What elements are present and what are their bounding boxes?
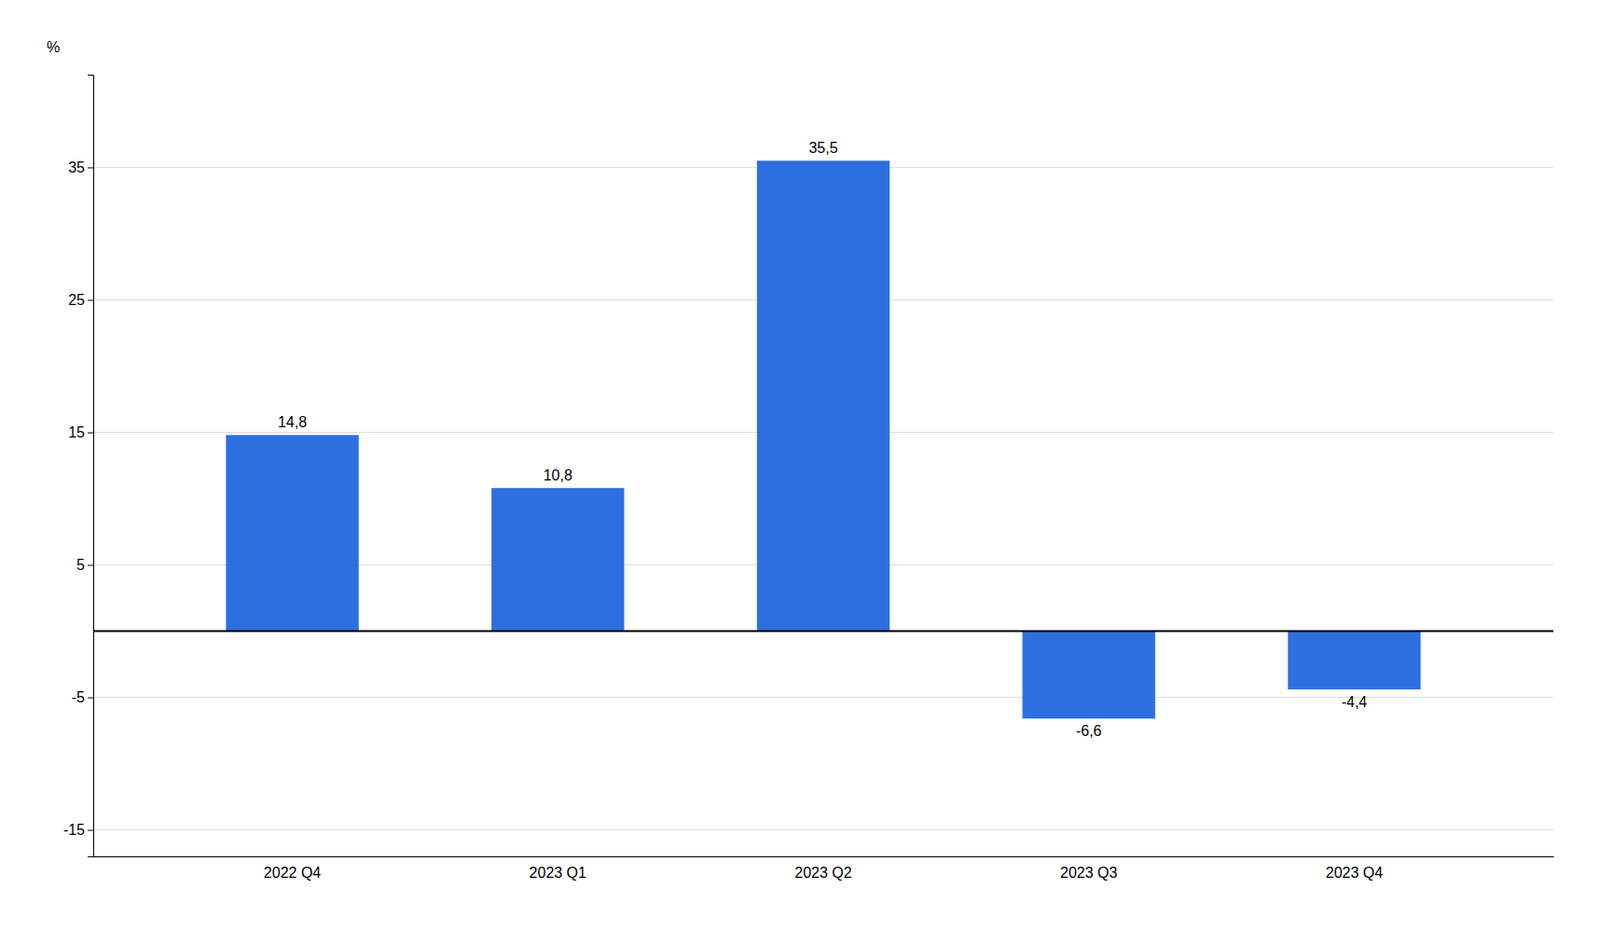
y-tick-label: -5 — [71, 689, 85, 705]
y-tick-mark — [87, 299, 94, 301]
x-tick-label: 2023 Q2 — [794, 864, 852, 881]
zero-line — [93, 630, 1554, 633]
x-tick: 2023 Q4 — [1325, 864, 1383, 881]
y-tick-label: 5 — [76, 556, 85, 573]
y-axis-line — [87, 75, 95, 857]
x-tick: 2023 Q2 — [794, 864, 852, 881]
y-tick: 5 — [76, 556, 94, 573]
y-tick-mark — [87, 166, 94, 168]
bar — [491, 487, 624, 631]
y-tick-label: 15 — [68, 424, 85, 441]
data-label: -6,6 — [1075, 722, 1103, 739]
y-tick: 25 — [68, 291, 94, 308]
y-label: % — [46, 39, 60, 56]
data-labels: 14,8 10,8 35,5 -6,6 -4,4 — [277, 139, 1367, 739]
bar — [225, 434, 359, 631]
y-tick-label: -15 — [63, 821, 85, 838]
y-tick-mark — [87, 697, 94, 699]
y-tick: 15 — [68, 424, 94, 441]
y-axis: -15 -5 5 15 25 35 — [63, 75, 95, 857]
bar — [757, 160, 890, 631]
x-tick-label: 2023 Q4 — [1325, 864, 1383, 881]
y-tick: -15 — [63, 821, 94, 838]
y-tick-mark — [87, 829, 94, 831]
x-tick-label: 2023 Q3 — [1060, 864, 1118, 881]
y-tick-label: 25 — [68, 291, 85, 308]
x-tick: 2023 Q3 — [1060, 864, 1118, 881]
x-axis-line — [94, 855, 1555, 857]
data-label: 14,8 — [277, 413, 307, 430]
data-label: 35,5 — [808, 139, 838, 156]
bar — [1287, 631, 1421, 690]
y-tick: 35 — [68, 159, 94, 176]
y-tick: -5 — [71, 689, 94, 705]
x-tick: 2022 Q4 — [263, 864, 321, 881]
y-tick-mark — [87, 431, 94, 433]
chart: -15 -5 5 15 25 35 2022 Q4 2023 Q1 2023 Q2 2023 Q3… — [0, 0, 1600, 931]
bars — [225, 160, 1421, 718]
grid-line — [93, 696, 1554, 698]
y-tick-mark — [87, 565, 94, 566]
bar — [1022, 631, 1156, 719]
x-axis: 2022 Q4 2023 Q1 2023 Q2 2023 Q3 2023 Q4 — [94, 856, 1555, 882]
x-tick-label: 2023 Q1 — [529, 864, 587, 881]
plot: -15 -5 5 15 25 35 2022 Q4 2023 Q1 2023 Q2 2023 Q3… — [63, 75, 1555, 882]
y-tick-label: 35 — [68, 159, 85, 176]
grid-line — [93, 828, 1554, 830]
data-label: 10,8 — [543, 467, 573, 483]
x-tick: 2023 Q1 — [529, 864, 587, 881]
x-tick-label: 2022 Q4 — [263, 864, 321, 881]
data-label: -4,4 — [1341, 693, 1368, 710]
